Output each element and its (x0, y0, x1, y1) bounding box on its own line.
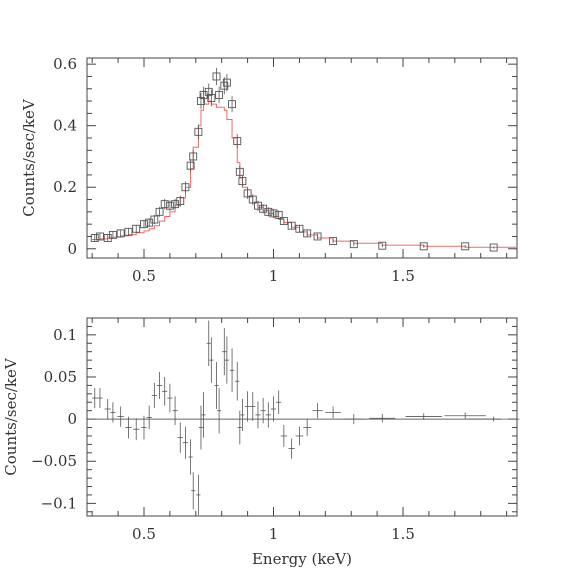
spectrum-y-tick-label: 0 (67, 240, 77, 258)
data-point (489, 243, 498, 252)
data-point (419, 242, 428, 251)
residuals-y-tick-label: 0.1 (53, 326, 77, 344)
data-points-layer (90, 67, 498, 252)
residuals-tick-labels: 0.5 1 1.5 −0.1 −0.05 0 0.05 0.1 (31, 326, 415, 543)
data-point (329, 237, 338, 246)
spectrum-y-tick-label: 0.6 (53, 55, 77, 73)
data-point (303, 229, 312, 238)
x-axis-label: Energy (keV) (252, 550, 352, 568)
spectrum-x-tick-label: 1 (269, 267, 279, 285)
spectrum-panel-ticks (87, 58, 517, 258)
data-point (165, 201, 174, 210)
model-curve (92, 100, 518, 248)
data-point (160, 200, 169, 209)
residuals-x-tick-label: 1 (269, 525, 279, 543)
data-point (150, 215, 159, 224)
data-point (124, 227, 133, 236)
residuals-x-tick-label: 0.5 (132, 525, 156, 543)
data-point (233, 137, 242, 146)
data-point (204, 87, 213, 96)
residuals-y-tick-label: 0 (67, 410, 77, 428)
residuals-y-axis-label: Counts/sec/keV (2, 357, 20, 476)
spectrum-panel-frame (86, 57, 518, 259)
data-point (212, 72, 221, 81)
data-point (181, 183, 190, 192)
spectrum-x-tick-label: 0.5 (132, 267, 156, 285)
spectrum-y-axis-label: Counts/sec/keV (20, 98, 38, 217)
data-point (194, 127, 203, 136)
data-point (235, 167, 244, 176)
residuals-y-tick-label: 0.05 (44, 368, 77, 386)
data-point (287, 221, 296, 230)
spectrum-tick-labels: 0.5 1 1.5 0 0.2 0.4 0.6 (53, 55, 415, 285)
data-point (269, 209, 278, 218)
residuals-panel-frame (86, 317, 518, 517)
data-point (155, 207, 164, 216)
data-point (461, 242, 470, 251)
residuals-panel-ticks (87, 317, 517, 516)
data-point (274, 210, 283, 219)
data-point (132, 224, 141, 233)
data-point (248, 195, 257, 204)
data-point (215, 90, 224, 99)
data-point (90, 234, 99, 242)
spectrum-y-tick-label: 0.2 (53, 178, 77, 196)
model-curve-layer (92, 100, 518, 248)
residuals-y-tick-label: −0.05 (31, 452, 77, 470)
data-point (378, 241, 387, 250)
residuals-y-tick-label: −0.1 (41, 494, 77, 512)
data-point (295, 224, 304, 233)
data-point (108, 230, 117, 239)
data-point (222, 78, 231, 87)
residuals-x-tick-label: 1.5 (391, 525, 415, 543)
data-point (189, 152, 198, 161)
data-point (116, 229, 125, 238)
data-point (264, 207, 273, 216)
data-point (96, 232, 104, 241)
residual-points-layer (92, 320, 520, 516)
spectrum-x-tick-label: 1.5 (391, 267, 415, 285)
data-point (186, 161, 195, 170)
data-point (197, 97, 205, 106)
spectrum-panel: 0.5 1 1.5 0 0.2 0.4 0.6 Counts/sec/keV (20, 55, 518, 285)
data-point (349, 240, 358, 249)
data-point (140, 220, 148, 229)
data-point (207, 94, 216, 102)
data-point (243, 189, 252, 198)
data-point (228, 100, 237, 109)
data-point (176, 197, 185, 206)
data-point (279, 217, 288, 226)
data-point (313, 232, 322, 241)
spectrum-y-tick-label: 0.4 (53, 117, 77, 135)
data-point (238, 177, 247, 186)
